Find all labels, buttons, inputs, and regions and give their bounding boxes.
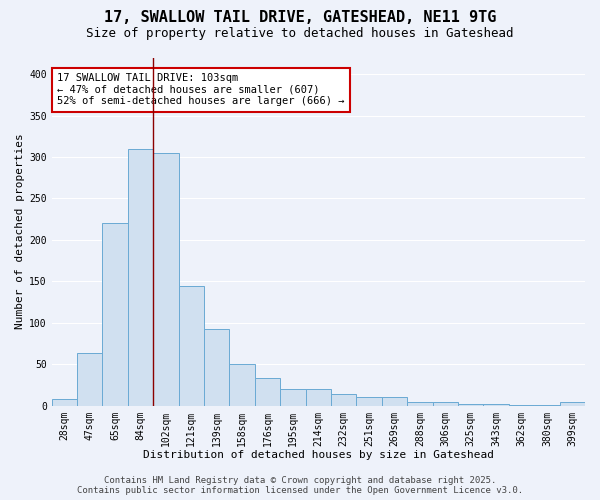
- Bar: [179, 286, 204, 406]
- Bar: [484, 404, 509, 406]
- Bar: [509, 405, 534, 406]
- Y-axis label: Number of detached properties: Number of detached properties: [15, 134, 25, 330]
- Bar: [128, 148, 153, 406]
- Bar: [560, 402, 585, 406]
- Bar: [331, 394, 356, 406]
- Bar: [458, 404, 484, 406]
- Text: 17, SWALLOW TAIL DRIVE, GATESHEAD, NE11 9TG: 17, SWALLOW TAIL DRIVE, GATESHEAD, NE11 …: [104, 10, 496, 25]
- Bar: [382, 398, 407, 406]
- Bar: [407, 402, 433, 406]
- Bar: [433, 402, 458, 406]
- X-axis label: Distribution of detached houses by size in Gateshead: Distribution of detached houses by size …: [143, 450, 494, 460]
- Bar: [280, 389, 305, 406]
- Text: Contains HM Land Registry data © Crown copyright and database right 2025.
Contai: Contains HM Land Registry data © Crown c…: [77, 476, 523, 495]
- Text: Size of property relative to detached houses in Gateshead: Size of property relative to detached ho…: [86, 28, 514, 40]
- Bar: [52, 399, 77, 406]
- Text: 17 SWALLOW TAIL DRIVE: 103sqm
← 47% of detached houses are smaller (607)
52% of : 17 SWALLOW TAIL DRIVE: 103sqm ← 47% of d…: [57, 73, 344, 106]
- Bar: [255, 378, 280, 406]
- Bar: [229, 364, 255, 406]
- Bar: [153, 153, 179, 406]
- Bar: [77, 352, 103, 406]
- Bar: [103, 224, 128, 406]
- Bar: [534, 405, 560, 406]
- Bar: [204, 328, 229, 406]
- Bar: [305, 389, 331, 406]
- Bar: [356, 396, 382, 406]
